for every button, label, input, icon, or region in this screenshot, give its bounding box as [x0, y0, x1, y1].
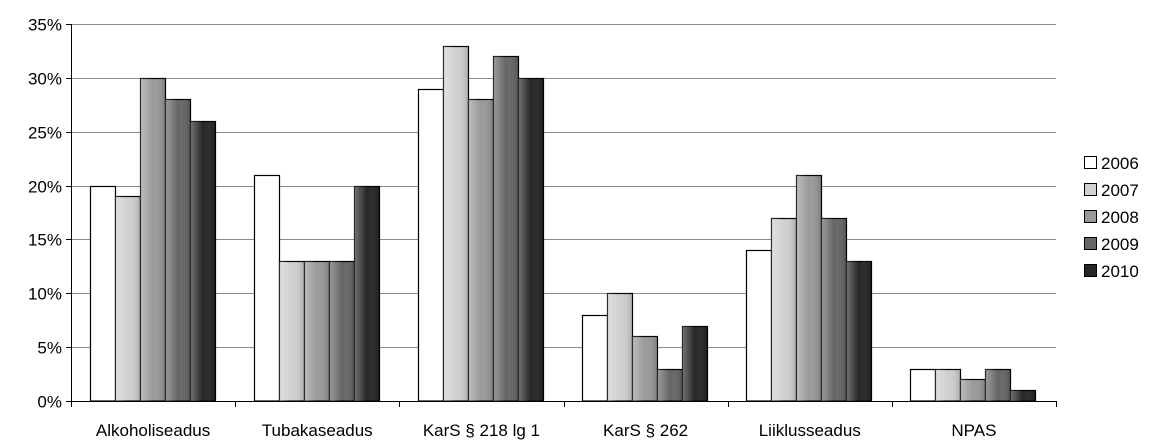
legend-label: 2007 — [1101, 181, 1139, 200]
legend-label: 2008 — [1101, 208, 1139, 227]
x-tick-label: NPAS — [951, 421, 996, 440]
bar-shading — [607, 293, 633, 401]
bar — [417, 88, 445, 402]
legend-label: 2009 — [1101, 235, 1139, 254]
bar-shading — [468, 99, 494, 401]
legend-swatch — [1084, 264, 1097, 277]
bar — [909, 368, 937, 402]
legend-label: 2006 — [1101, 154, 1139, 173]
bar-shading — [682, 326, 708, 401]
bar-shading — [657, 369, 683, 401]
x-tick-label: Liiklusseadus — [759, 421, 861, 440]
legend-swatch — [1084, 156, 1097, 169]
x-tick-label: Alkoholiseadus — [96, 421, 210, 440]
bar-shading — [329, 261, 355, 401]
bar-shading — [279, 261, 305, 401]
x-tick-label: KarS § 218 lg 1 — [423, 421, 540, 440]
y-tick-label: 35% — [28, 16, 62, 35]
bar — [745, 249, 773, 402]
bar-shading — [846, 261, 872, 401]
y-tick-label: 5% — [37, 339, 62, 358]
legend-swatch — [1084, 237, 1097, 250]
bar-shading — [821, 218, 847, 401]
y-tick-label: 30% — [28, 70, 62, 89]
y-tick-label: 20% — [28, 178, 62, 197]
bar — [89, 185, 117, 402]
legend-swatch — [1084, 210, 1097, 223]
bar-shading — [190, 121, 216, 401]
bar-shading — [935, 369, 961, 401]
bar-shading — [1010, 390, 1036, 401]
bar-shading — [518, 78, 544, 401]
bar-shading — [771, 218, 797, 401]
bar-shading — [985, 369, 1011, 401]
bar-shading — [115, 196, 141, 401]
axes: 0% 5% 10% 15% 20% 25% 30% 35% Alkoholiseadus Tuba… — [28, 16, 1057, 440]
y-tick-label: 10% — [28, 285, 62, 304]
bar-shading — [632, 336, 658, 401]
gridlines — [71, 24, 1056, 348]
x-tick-label: Tubakaseadus — [262, 421, 373, 440]
bar-shading — [304, 261, 330, 401]
bar — [581, 314, 609, 402]
bar-shading — [493, 56, 519, 401]
y-tick-label: 15% — [28, 231, 62, 250]
y-tick-label: 0% — [37, 393, 62, 412]
bar-shading — [960, 379, 986, 401]
bar-shading — [165, 99, 191, 401]
bar — [253, 174, 281, 402]
x-tick-label: KarS § 262 — [603, 421, 688, 440]
legend: 2006 2007 2008 2009 2010 — [1084, 154, 1139, 281]
bar-shading — [140, 78, 166, 401]
bar-shading — [354, 186, 380, 401]
y-tick-label: 25% — [28, 124, 62, 143]
bar-shading — [443, 46, 469, 401]
bar-shading — [796, 175, 822, 401]
legend-swatch — [1084, 183, 1097, 196]
legend-label: 2010 — [1101, 262, 1139, 281]
bars — [89, 45, 1037, 402]
